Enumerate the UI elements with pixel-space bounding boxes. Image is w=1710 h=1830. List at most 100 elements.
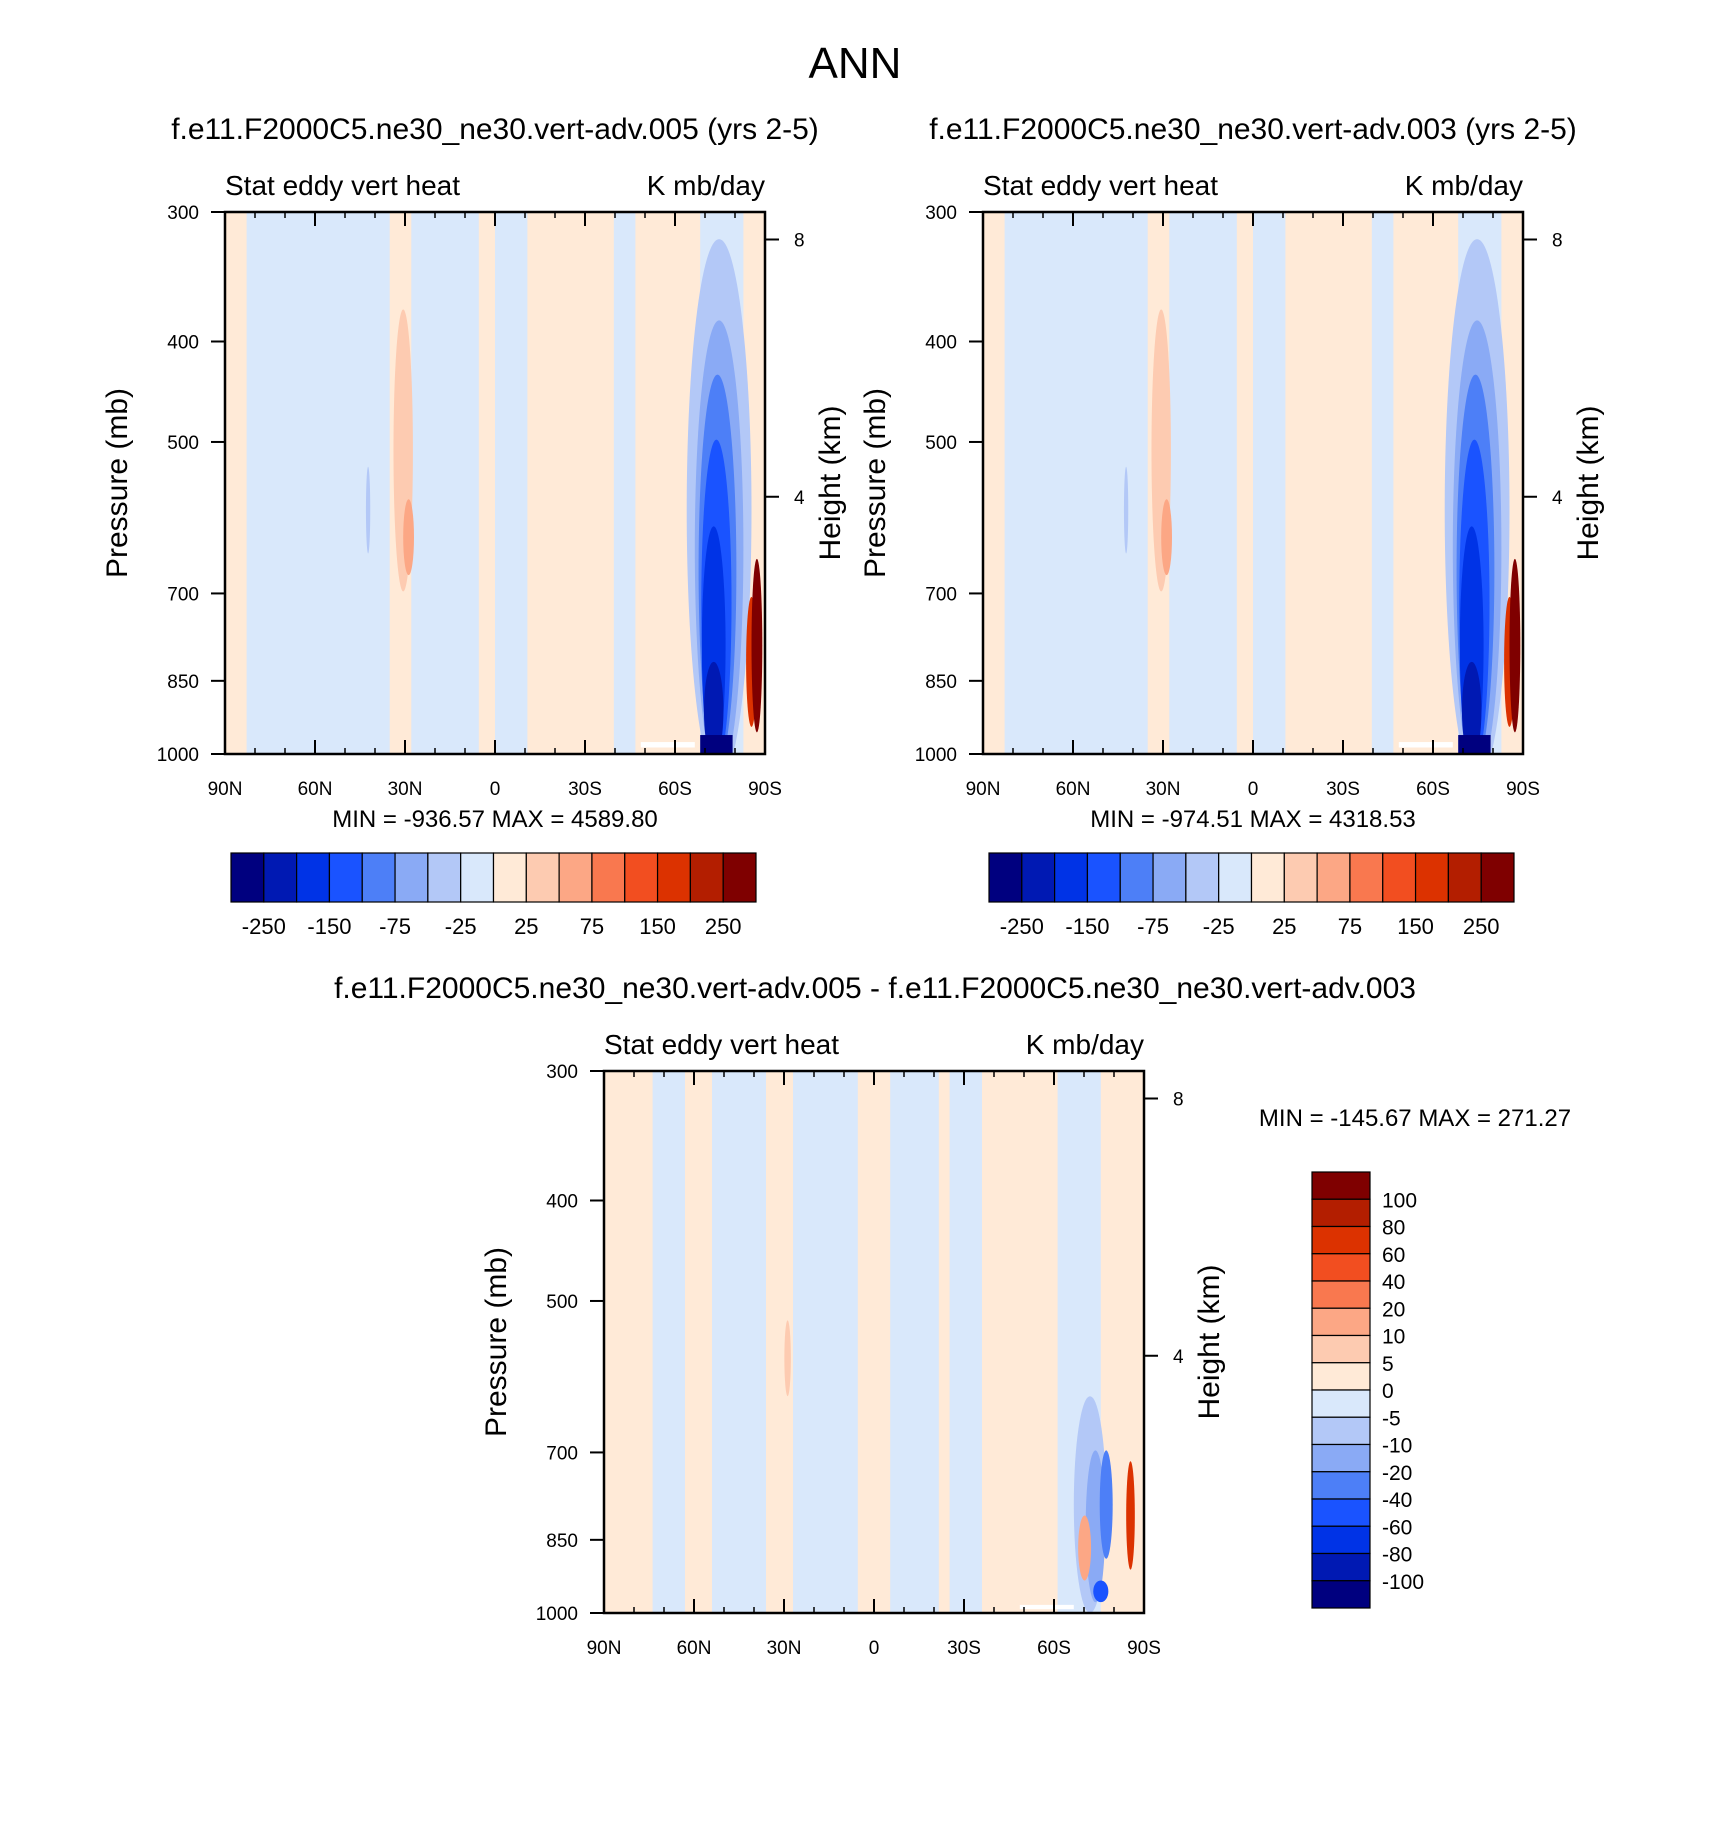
colorbar-swatch (1349, 852, 1384, 903)
cool-band (793, 1071, 858, 1613)
y-axis-title: Pressure (mb) (101, 388, 134, 578)
right-subtitle: K mb/day (1405, 170, 1523, 201)
cool-filament (365, 466, 371, 554)
colorbar-swatch (1311, 1171, 1371, 1200)
colorbar-swatch (1250, 852, 1285, 903)
colorbar-label: 20 (1382, 1298, 1405, 1321)
colorbar-swatch (1311, 1471, 1371, 1500)
colorbar-swatch (1311, 1198, 1371, 1228)
y-right-tick-label: 8 (1552, 231, 1563, 252)
colorbar-swatch (1311, 1307, 1371, 1337)
x-tick-label: 90S (748, 779, 782, 800)
y-tick-label: 1000 (157, 745, 199, 766)
colorbar-swatch (1311, 1225, 1371, 1255)
y-right-tick-label: 4 (1173, 1347, 1184, 1368)
contour-field (983, 212, 1523, 754)
warm-band (983, 212, 1005, 754)
colorbar-swatch (1414, 852, 1449, 903)
cool-filament (1123, 466, 1129, 554)
colorbar-label: -20 (1382, 1462, 1412, 1485)
colorbar-swatch (1447, 852, 1482, 903)
missing-data (1398, 742, 1453, 748)
colorbar-swatch (1218, 852, 1253, 903)
cool-band (712, 1071, 766, 1613)
colorbar-label: 25 (1272, 914, 1296, 939)
colorbar-swatch (722, 852, 757, 903)
contour-field (604, 1071, 1144, 1613)
colorbar-swatch (1311, 1280, 1371, 1309)
colorbar-swatch (492, 852, 527, 903)
colorbar-label: -40 (1382, 1489, 1412, 1512)
colorbar-swatch (1316, 852, 1351, 903)
x-tick-label: 60N (1056, 779, 1091, 800)
colorbar-label: 0 (1382, 1380, 1394, 1403)
colorbar-swatch (1311, 1334, 1371, 1364)
x-tick-label: 0 (869, 1638, 880, 1659)
colorbar-swatch (1119, 852, 1154, 903)
warm-band (225, 212, 247, 754)
x-tick-label: 60N (298, 779, 333, 800)
colorbar-label: -80 (1382, 1544, 1412, 1567)
y-tick-label: 700 (546, 1443, 578, 1464)
colorbar-swatch (1311, 1552, 1371, 1582)
panel-model-005: f.e11.F2000C5.ne30_ne30.vert-adv.005 (yr… (101, 113, 847, 939)
colorbar-label: 250 (705, 914, 742, 939)
x-tick-label: 60S (1037, 1638, 1071, 1659)
x-tick-label: 0 (490, 779, 501, 800)
y-tick-label: 300 (546, 1062, 578, 1083)
colorbar-swatch (1086, 852, 1121, 903)
polar-warm-edge (1509, 558, 1521, 733)
warm-band (527, 212, 614, 754)
missing-data (1019, 1604, 1074, 1610)
y-right-tick-label: 4 (794, 488, 805, 509)
panel-title: f.e11.F2000C5.ne30_ne30.vert-adv.005 - f… (334, 972, 1416, 1005)
x-tick-label: 60S (658, 779, 692, 800)
panel-title: f.e11.F2000C5.ne30_ne30.vert-adv.003 (yr… (929, 113, 1577, 146)
colorbar-label: 100 (1382, 1189, 1417, 1212)
left-subtitle: Stat eddy vert heat (983, 170, 1218, 201)
colorbar-label: -75 (379, 914, 411, 939)
colorbar-swatch (1311, 1498, 1371, 1527)
y-tick-label: 700 (167, 584, 199, 605)
contour-field (225, 212, 765, 754)
colorbar-label: -75 (1137, 914, 1169, 939)
colorbar-label: -25 (1203, 914, 1235, 939)
min-max-text: MIN = -974.51 MAX = 4318.53 (1090, 806, 1416, 833)
y-tick-label: 500 (546, 1292, 578, 1313)
min-max-text: MIN = -145.67 MAX = 271.27 (1259, 1105, 1571, 1132)
y-tick-label: 1000 (536, 1604, 578, 1625)
colorbar-swatch (1021, 852, 1056, 903)
right-subtitle: K mb/day (1026, 1029, 1144, 1060)
polar-cold-jet (1461, 661, 1482, 754)
colorbar-swatch (1311, 1389, 1371, 1418)
colorbar-label: -100 (1382, 1571, 1424, 1594)
right-subtitle: K mb/day (647, 170, 765, 201)
colorbar-swatch (656, 852, 691, 903)
polar-warm-edge (1126, 1461, 1135, 1570)
colorbar-swatch (1480, 852, 1515, 903)
y-right-axis-title: Height (km) (1193, 1264, 1226, 1419)
left-subtitle: Stat eddy vert heat (225, 170, 460, 201)
colorbar-swatch (1283, 852, 1318, 903)
colorbar-label: -250 (1000, 914, 1044, 939)
colorbar-label: -60 (1382, 1516, 1412, 1539)
y-right-tick-label: 4 (1552, 488, 1563, 509)
colorbar-swatch (296, 852, 331, 903)
warm-band (1285, 212, 1372, 754)
y-tick-label: 700 (925, 584, 957, 605)
colorbar-label: 150 (1397, 914, 1434, 939)
x-tick-label: 30S (1326, 779, 1360, 800)
x-tick-label: 30N (388, 779, 423, 800)
x-tick-label: 0 (1248, 779, 1259, 800)
colorbar-label: 60 (1382, 1244, 1405, 1267)
x-tick-label: 90S (1506, 779, 1540, 800)
y-right-axis-title: Height (km) (814, 405, 847, 560)
warm-band (1236, 212, 1253, 754)
cool-band (949, 1071, 982, 1613)
colorbar-swatch (624, 852, 659, 903)
y-axis-title: Pressure (mb) (859, 388, 892, 578)
y-right-axis-title: Height (km) (1572, 405, 1605, 560)
y-tick-label: 850 (925, 672, 957, 693)
polar-cold-core (1458, 735, 1491, 754)
colorbar-label: -150 (307, 914, 351, 939)
